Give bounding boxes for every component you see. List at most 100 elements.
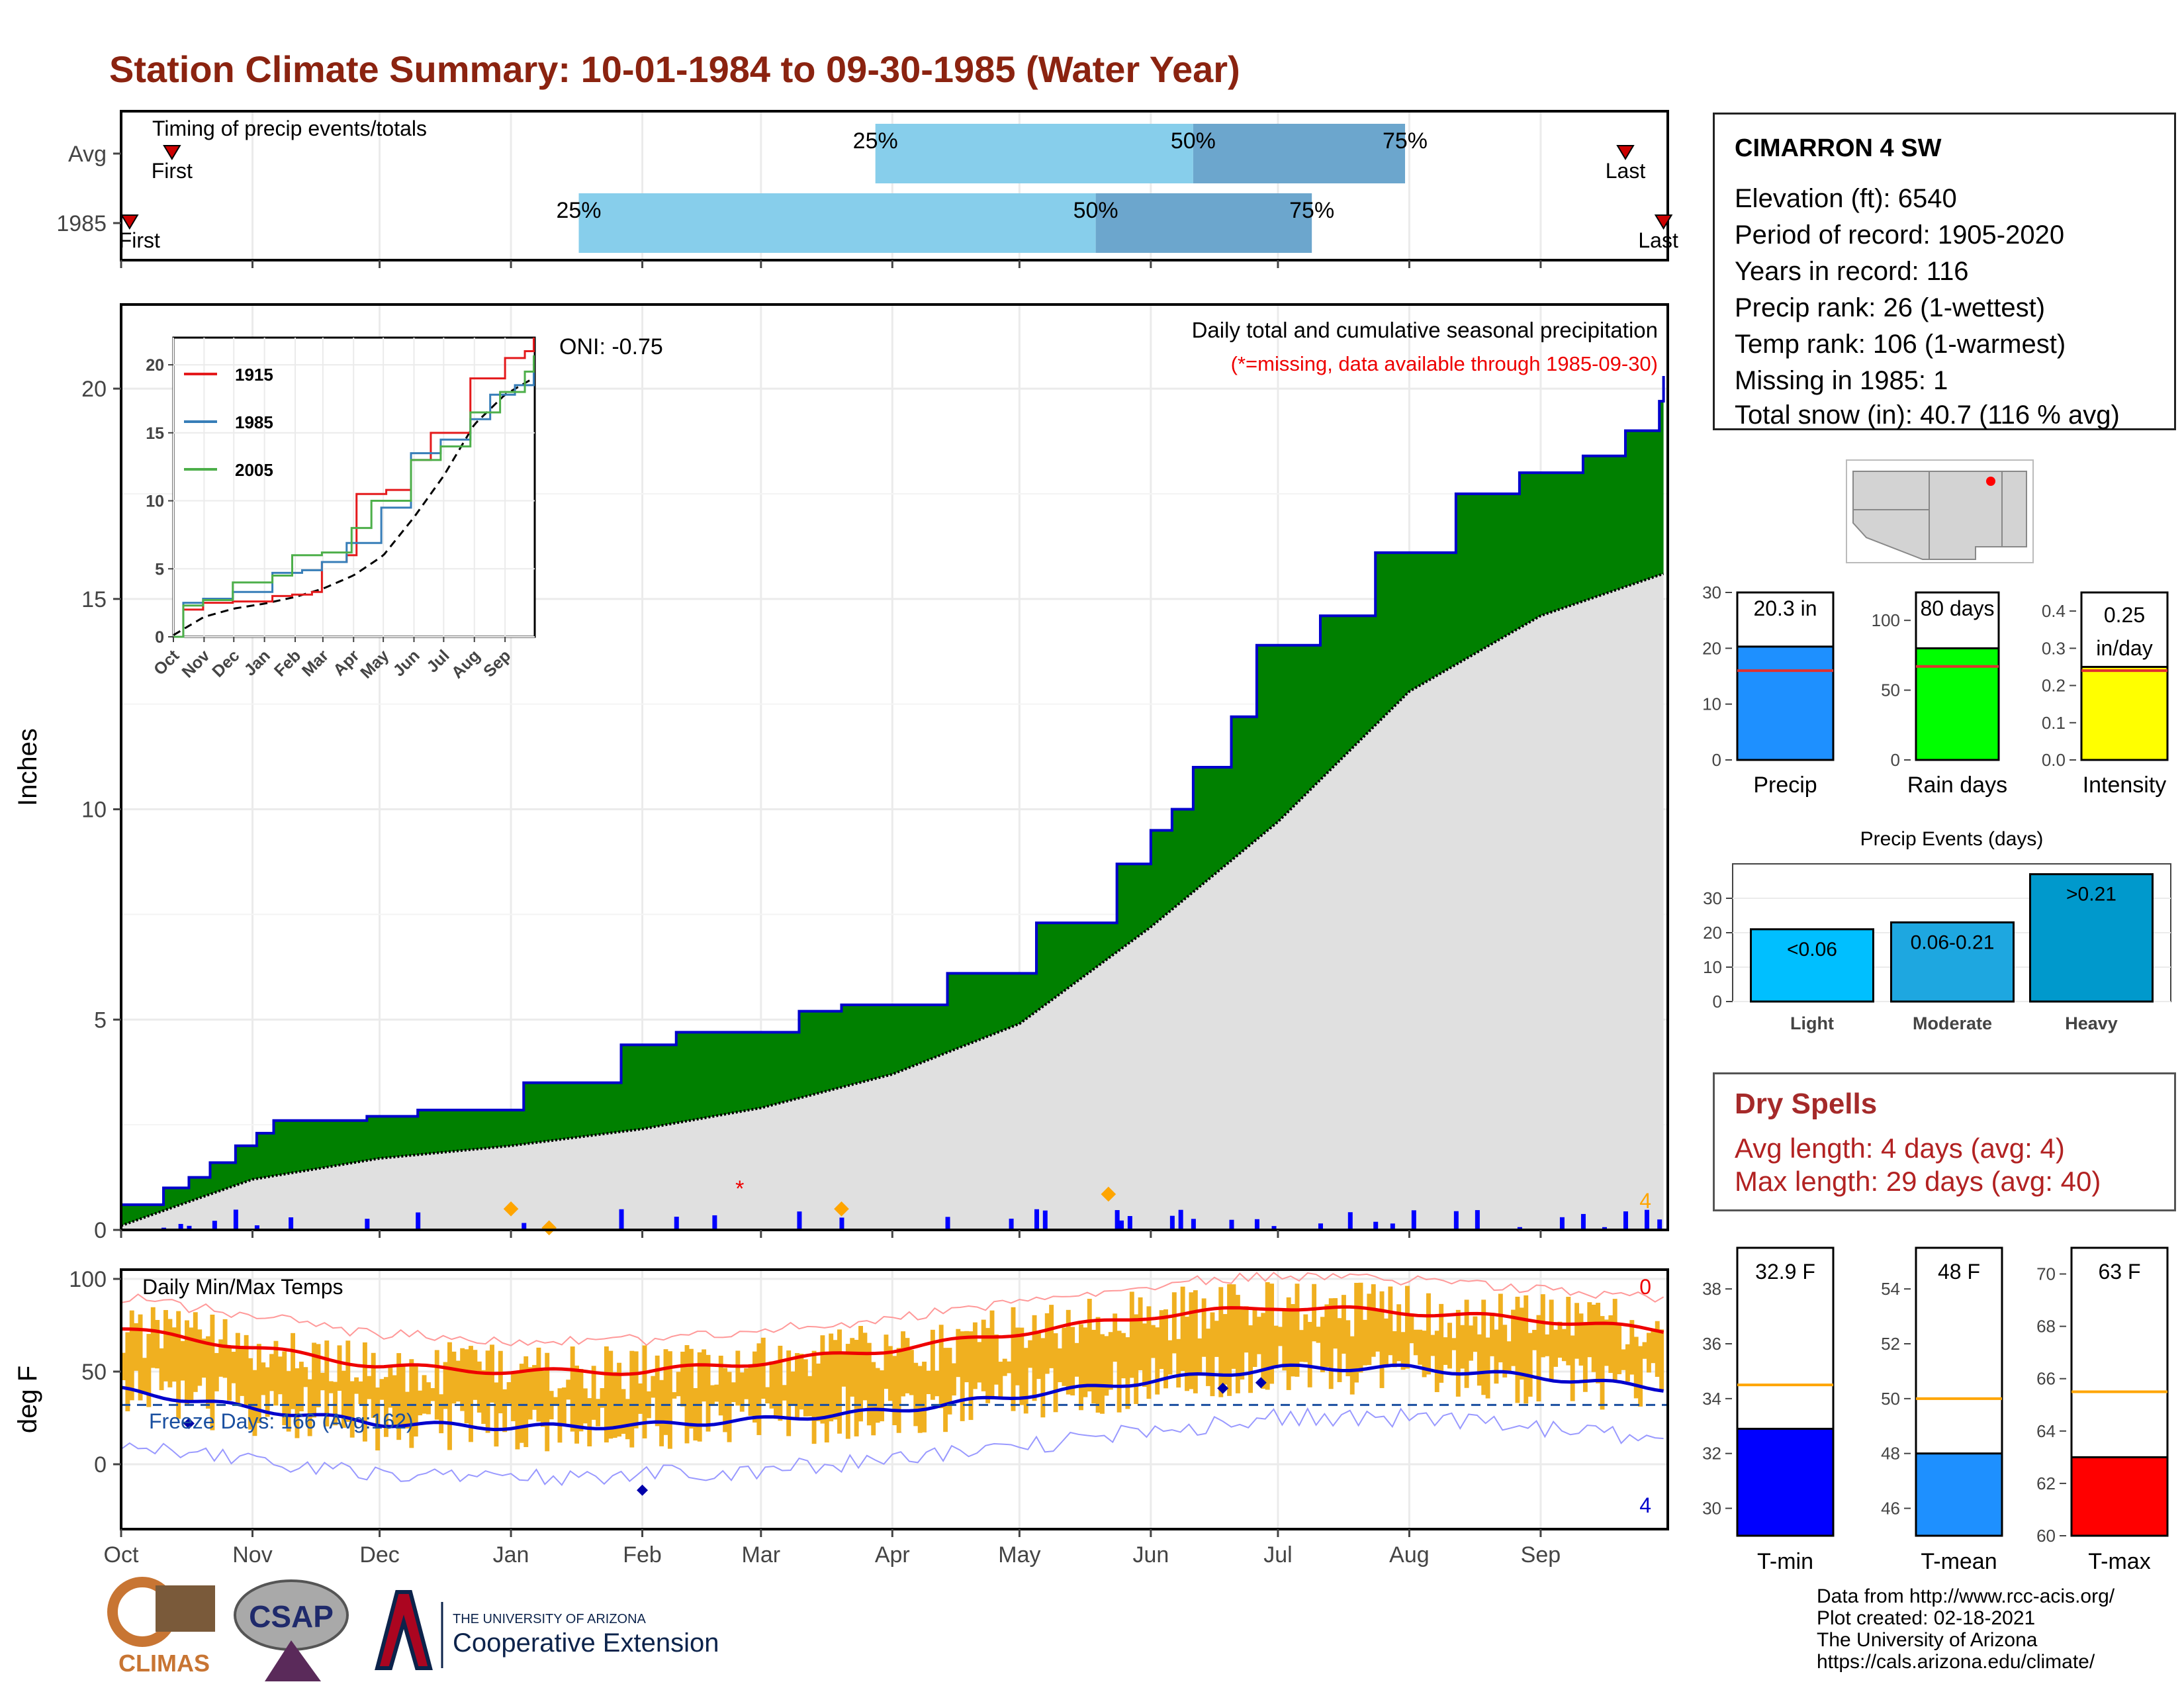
daily-precip-bar — [1318, 1223, 1323, 1230]
daily-temp-bar — [235, 1333, 240, 1404]
station-snow: Total snow (in): 40.7 (116 % avg) — [1735, 400, 2120, 430]
station-temp-rank: Temp rank: 106 (1-warmest) — [1735, 330, 2066, 359]
summary-bar-value-bar — [2080, 665, 2169, 761]
daily-temp-bar — [536, 1347, 541, 1422]
daily-temp-bar — [1058, 1348, 1062, 1383]
timing-bar-q2 — [1193, 124, 1406, 183]
daily-temp-bar — [1231, 1284, 1236, 1369]
daily-precip-bar — [1191, 1219, 1196, 1230]
daily-temp-bar — [460, 1348, 465, 1411]
daily-temp-bar — [1617, 1323, 1622, 1374]
daily-temp-bar — [1011, 1307, 1016, 1411]
daily-temp-bar — [1349, 1336, 1355, 1395]
daily-temp-bar — [1240, 1309, 1245, 1380]
daily-temp-bar — [1341, 1295, 1346, 1354]
daily-temp-bar — [362, 1342, 367, 1442]
daily-temp-bar — [1574, 1303, 1580, 1359]
daily-temp-bar — [1527, 1333, 1533, 1397]
daily-temp-bar — [850, 1338, 855, 1397]
temp-bar-y-tick-label: 38 — [1702, 1279, 1721, 1299]
daily-temp-bar — [1409, 1313, 1414, 1344]
daily-temp-bar — [938, 1325, 944, 1409]
daily-temp-bar — [341, 1370, 346, 1428]
inset-x-tick-label: Nov — [178, 646, 213, 681]
daily-temp-bar — [744, 1368, 749, 1399]
inset-y-tick-label: 20 — [146, 356, 164, 375]
timing-pct-label: 25% — [556, 198, 601, 223]
inset-x-tick-label: Jul — [423, 646, 453, 676]
summary-bar-y-tick-label: 0.3 — [2042, 638, 2066, 658]
daily-temp-bar — [676, 1372, 681, 1397]
temp-bar-value-bar — [1736, 1427, 1835, 1537]
daily-temp-bar — [930, 1329, 935, 1400]
csap-logo-mountain — [265, 1640, 321, 1681]
daily-precip-bar — [187, 1225, 192, 1230]
daily-temp-bar — [1083, 1327, 1088, 1397]
daily-temp-bar — [1298, 1330, 1304, 1362]
temp-bar-y-tick-label: 32 — [1702, 1444, 1721, 1464]
daily-temp-bar — [786, 1350, 792, 1436]
csap-logo-text: CSAP — [249, 1599, 334, 1634]
location-map — [1846, 459, 2034, 563]
daily-precip-bar — [1644, 1209, 1649, 1230]
daily-temp-bar — [1108, 1332, 1113, 1390]
daily-temp-bar — [1129, 1291, 1134, 1378]
daily-temp-bar — [1582, 1322, 1588, 1392]
daily-temp-bar — [905, 1338, 910, 1393]
inset-x-tick-label: Jan — [241, 646, 274, 679]
daily-temp-bar — [1469, 1325, 1473, 1361]
daily-temp-bar — [1358, 1282, 1363, 1373]
daily-precip-bar — [1119, 1220, 1124, 1230]
daily-temp-bar — [320, 1372, 325, 1391]
ua-logo-name: THE UNIVERSITY OF ARIZONA — [453, 1612, 647, 1626]
daily-temp-bar — [901, 1331, 906, 1397]
timing-pct-label: 75% — [1289, 198, 1334, 223]
daily-temp-bar — [756, 1343, 762, 1435]
timing-frame — [120, 110, 1669, 261]
daily-temp-bar — [1328, 1298, 1334, 1389]
summary-bar-y-tick-label: 10 — [1702, 694, 1721, 714]
daily-temp-bar — [1185, 1317, 1189, 1391]
daily-temp-bar — [1418, 1329, 1423, 1365]
daily-temp-bar — [1189, 1292, 1194, 1389]
page-title: Station Climate Summary: 10-01-1984 to 0… — [109, 48, 1240, 90]
daily-temp-bar — [820, 1335, 825, 1424]
daily-temp-bar — [858, 1326, 863, 1422]
daily-temp-bar — [1269, 1284, 1275, 1384]
daily-temp-bar — [1532, 1329, 1537, 1350]
temp-bar-y-tick-label: 30 — [1702, 1499, 1721, 1519]
daily-temp-bar — [1053, 1333, 1058, 1413]
daily-temp-bar — [261, 1362, 266, 1395]
daily-temp-bar — [434, 1350, 439, 1420]
timing-row-label: Avg — [68, 142, 107, 167]
daily-temp-bar — [1515, 1296, 1520, 1403]
station-years: Years in record: 116 — [1735, 257, 1969, 286]
temp-bar-value-label: 32.9 F — [1755, 1260, 1815, 1284]
daily-temp-bar — [993, 1334, 999, 1385]
daily-temp-bar — [1023, 1348, 1028, 1414]
daily-temp-bar — [1498, 1293, 1503, 1363]
daily-temp-bar — [519, 1364, 524, 1443]
daily-precip-bar — [1347, 1212, 1353, 1230]
daily-temp-bar — [1536, 1315, 1541, 1402]
daily-temp-bar — [621, 1389, 626, 1434]
snow-marker — [834, 1201, 849, 1217]
precip-events-category: Moderate — [1913, 1013, 1992, 1033]
daily-temp-bar — [1142, 1323, 1147, 1387]
first-event-label: First — [119, 228, 160, 252]
record-max-line — [120, 1272, 1664, 1346]
daily-temp-bar — [981, 1319, 986, 1391]
daily-temp-bar — [795, 1353, 799, 1421]
daily-temp-bar — [418, 1390, 423, 1416]
timing-pct-label: 75% — [1383, 128, 1428, 154]
daily-temp-bar — [1367, 1293, 1372, 1366]
daily-temp-bar — [862, 1333, 868, 1401]
daily-temp-bar — [1578, 1313, 1584, 1366]
daily-temp-bar — [1545, 1334, 1550, 1356]
daily-temp-bar — [1612, 1299, 1617, 1382]
daily-temp-bar — [947, 1348, 952, 1415]
daily-temp-bar — [1155, 1327, 1160, 1395]
month-label: Dec — [359, 1542, 399, 1568]
daily-temp-bar — [1388, 1286, 1393, 1356]
daily-temp-bar — [167, 1319, 173, 1387]
